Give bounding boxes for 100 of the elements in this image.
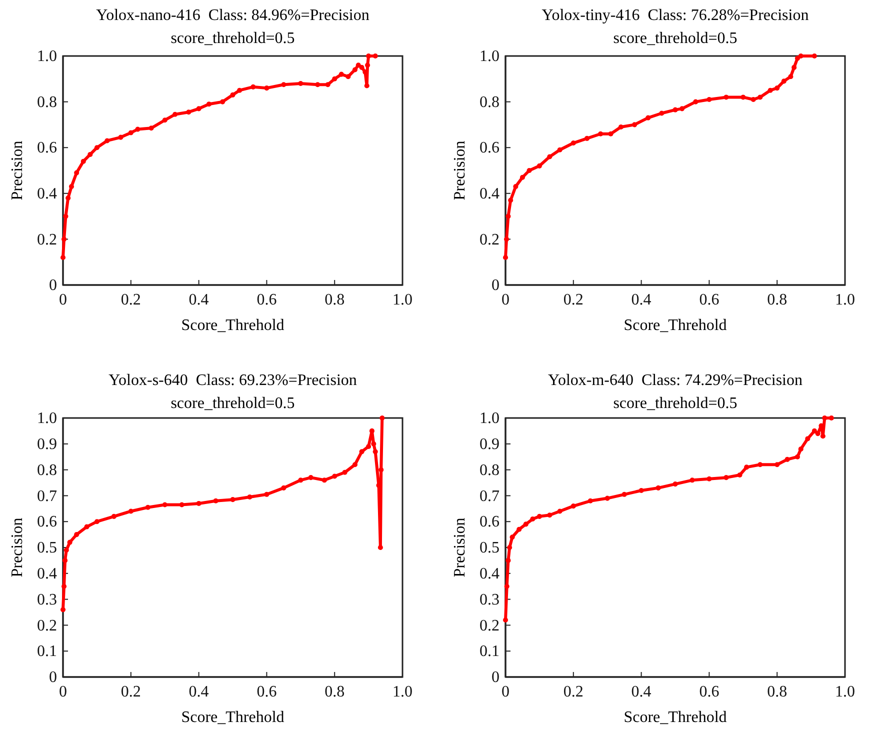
y-axis-title: Precision: [9, 518, 26, 578]
point: [598, 131, 604, 136]
y-tick-label: 0.1: [480, 643, 500, 660]
chart-title: Yolox-m-640 Class: 74.29%=Precision: [548, 372, 803, 389]
point: [378, 467, 384, 472]
point: [264, 86, 270, 91]
point: [162, 502, 168, 508]
point: [63, 214, 68, 219]
point: [366, 53, 372, 59]
y-tick-label: 0.4: [480, 186, 500, 203]
x-tick-label: 0.6: [256, 683, 277, 700]
point: [74, 170, 80, 176]
point: [805, 436, 810, 442]
y-tick-label: 0: [492, 669, 500, 686]
point: [352, 67, 358, 72]
point: [784, 456, 790, 462]
x-tick-label: 1.0: [835, 683, 855, 700]
point: [547, 512, 552, 518]
point: [792, 64, 797, 70]
point: [66, 195, 71, 200]
x-tick-label: 0.8: [767, 291, 788, 308]
y-tick-label: 1.0: [37, 48, 57, 66]
point: [632, 122, 638, 128]
point: [220, 99, 226, 104]
point: [646, 115, 651, 120]
chart-subtitle: score_threhold=0.5: [613, 395, 738, 412]
point: [308, 475, 314, 480]
y-tick-label: 0: [49, 669, 57, 686]
point: [724, 475, 729, 480]
point: [781, 78, 786, 84]
point: [724, 94, 729, 100]
point: [369, 428, 374, 434]
point: [94, 519, 100, 524]
y-tick-label: 0.6: [37, 140, 57, 157]
y-axis-title: Precision: [9, 140, 26, 200]
point: [359, 449, 364, 454]
x-tick-label: 0.4: [188, 683, 209, 700]
point: [322, 478, 327, 483]
x-axis-title: Score_Threhold: [181, 709, 284, 726]
point: [506, 558, 511, 563]
point: [774, 462, 780, 468]
x-tick-label: 0.4: [188, 291, 209, 308]
point: [812, 428, 817, 434]
point: [516, 526, 522, 532]
point: [206, 102, 212, 107]
point: [247, 494, 252, 500]
point: [298, 80, 304, 86]
point: [502, 255, 508, 260]
y-tick-label: 0.1: [37, 643, 57, 660]
point: [250, 84, 256, 90]
point: [162, 118, 168, 123]
point: [758, 94, 763, 100]
y-tick-label: 0.8: [480, 94, 500, 111]
x-tick-label: 0.2: [563, 683, 584, 700]
point: [570, 140, 576, 146]
chart-subtitle: score_threhold=0.5: [170, 30, 295, 47]
point: [513, 184, 518, 190]
x-tick-label: 0.8: [324, 291, 345, 308]
point: [794, 454, 800, 460]
point: [547, 154, 552, 160]
point: [506, 214, 511, 219]
point: [342, 470, 348, 475]
y-tick-label: 0.5: [480, 540, 500, 557]
point: [744, 464, 750, 470]
point: [372, 449, 378, 454]
point: [196, 500, 202, 506]
point: [67, 540, 72, 545]
x-tick-label: 0.8: [324, 683, 345, 700]
point: [179, 502, 184, 508]
point: [822, 415, 828, 421]
y-tick-label: 0.7: [480, 488, 500, 505]
point: [690, 478, 695, 483]
chart-subtitle: score_threhold=0.5: [170, 395, 295, 412]
y-tick-label: 0.4: [37, 566, 57, 583]
x-tick-label: 1.0: [392, 683, 412, 700]
point: [604, 496, 610, 501]
point: [196, 106, 202, 112]
point: [750, 96, 756, 102]
y-tick-label: 0.2: [480, 617, 500, 634]
point: [672, 482, 678, 487]
point: [536, 514, 542, 519]
point: [536, 163, 542, 168]
point: [504, 584, 510, 589]
point: [608, 131, 614, 136]
x-axis-title: Score_Threhold: [181, 317, 284, 334]
point: [338, 72, 344, 77]
point: [693, 99, 698, 104]
point: [768, 88, 773, 93]
point: [325, 82, 330, 88]
point: [794, 56, 800, 61]
point: [507, 544, 512, 550]
point: [510, 534, 515, 540]
y-tick-label: 0.3: [480, 591, 500, 608]
point: [737, 472, 742, 478]
y-tick-label: 0.7: [37, 488, 57, 505]
y-tick-label: 0.4: [480, 566, 500, 583]
x-axis-title: Score_Threhold: [624, 317, 727, 334]
x-tick-label: 0.6: [699, 683, 720, 700]
x-tick-label: 0.8: [767, 683, 788, 700]
point: [526, 168, 532, 174]
